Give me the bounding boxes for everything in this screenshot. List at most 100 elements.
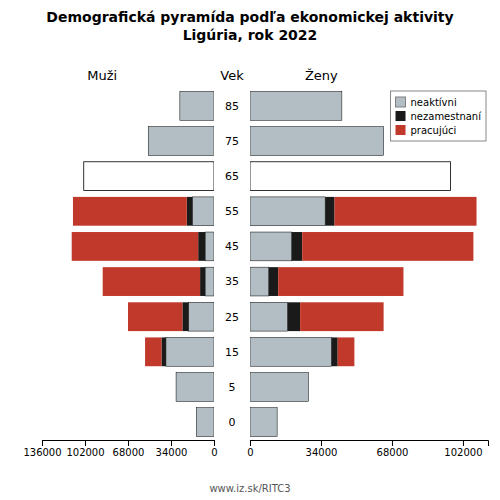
chart: 03400068000102000136000MužiVek0515253545… [0, 0, 500, 500]
bar-segment [198, 232, 205, 261]
tick-mark [392, 440, 393, 446]
bar-segment [250, 373, 308, 402]
panel-header: Ženy [305, 68, 338, 83]
bar-segment [166, 337, 214, 366]
bar-segment [176, 373, 177, 402]
tick-label: 34000 [156, 447, 188, 458]
bar-segment [292, 232, 302, 261]
legend-swatch [396, 97, 406, 107]
category-label: 75 [225, 135, 239, 148]
bar-segment [84, 162, 214, 191]
bar-segment [182, 302, 188, 331]
tick-label: 0 [247, 447, 253, 458]
bars [72, 92, 214, 437]
bar-segment [335, 197, 477, 226]
tick-label: 102000 [66, 447, 104, 458]
legend-label: pracujúci [411, 125, 457, 136]
bar-segment [308, 373, 309, 402]
bar-segment [302, 232, 473, 261]
tick-label: 136000 [23, 447, 61, 458]
tick-mark [250, 440, 251, 446]
bar-segment [148, 127, 149, 156]
tick: 102000 [444, 440, 482, 458]
bar-segment [250, 302, 288, 331]
x-axis: 03400068000102000136000 [23, 440, 217, 458]
category-labels: 051525354555657585 [225, 100, 239, 429]
category-label: 45 [225, 240, 239, 253]
category-label: 85 [225, 100, 239, 113]
legend-swatch [396, 125, 406, 135]
tick-label: 34000 [306, 447, 338, 458]
bar-segment [450, 162, 451, 191]
tick: 102000 [66, 440, 104, 458]
bar-segment [193, 197, 215, 226]
tick-mark [171, 440, 172, 446]
bar-segment [180, 92, 214, 121]
bar-segment [128, 302, 182, 331]
axis-line [251, 441, 489, 447]
bar-segment [200, 267, 205, 296]
bar-segment [250, 267, 269, 296]
bar-segment [325, 197, 334, 226]
footer: www.iz.sk/RITC3 [209, 483, 290, 494]
bar-segment [300, 302, 384, 331]
bar-segment [250, 408, 277, 437]
bar-segment [103, 267, 200, 296]
tick-mark [214, 440, 215, 446]
category-label: 65 [225, 170, 239, 183]
category-label: 55 [225, 205, 239, 218]
bar-segment [250, 197, 325, 226]
bar-segment [189, 302, 214, 331]
category-label: 15 [225, 346, 239, 359]
bar-segment [277, 408, 278, 437]
bar-segment [383, 127, 384, 156]
bar-segment [148, 127, 214, 156]
panel-header: Muži [87, 68, 117, 83]
title-line: Demografická pyramída podľa ekonomickej … [46, 9, 453, 25]
bar-segment [250, 127, 384, 156]
x-axis: 0 34000 68000 102000 [247, 440, 488, 458]
tick-mark [128, 440, 129, 446]
tick: 34000 [156, 440, 188, 458]
legend-label: nezamestnaní [411, 111, 483, 122]
bar-segment [196, 408, 197, 437]
bar-segment [205, 267, 214, 296]
axis-line [43, 441, 215, 447]
bar-segment [308, 373, 309, 402]
legend-frame [391, 91, 486, 141]
bar-segment [196, 408, 214, 437]
bar-segment [341, 92, 342, 121]
bar-segment [176, 373, 177, 402]
bar-segment [331, 337, 337, 366]
tick-mark [321, 440, 322, 446]
tick-label: 68000 [377, 447, 409, 458]
tick: 136000 [23, 440, 61, 458]
bar-segment [176, 373, 214, 402]
bar-segment [450, 162, 451, 191]
bar-segment [278, 267, 403, 296]
axis-title: Vek [220, 68, 244, 83]
bar-segment [250, 337, 331, 366]
bar-segment [148, 127, 149, 156]
tick: 0 [247, 440, 253, 458]
category-label: 25 [225, 311, 239, 324]
bar-segment [83, 162, 84, 191]
legend-swatch [396, 111, 406, 121]
bar-segment [72, 232, 198, 261]
bar-segment [250, 162, 450, 191]
bar-segment [179, 92, 180, 121]
title-line: Ligúria, rok 2022 [183, 27, 318, 43]
category-label: 35 [225, 275, 239, 288]
tick: 68000 [377, 440, 409, 458]
tick-mark [463, 440, 464, 446]
tick: 68000 [113, 440, 145, 458]
bar-segment [269, 267, 278, 296]
bar-segment [196, 408, 197, 437]
bars [250, 92, 477, 437]
bar-segment [250, 92, 342, 121]
bar-segment [145, 337, 161, 366]
tick: 34000 [306, 440, 338, 458]
bar-segment [288, 302, 301, 331]
legend: neaktívninezamestnanípracujúci [391, 91, 486, 141]
title: Demografická pyramída podľa ekonomickej … [46, 9, 453, 43]
